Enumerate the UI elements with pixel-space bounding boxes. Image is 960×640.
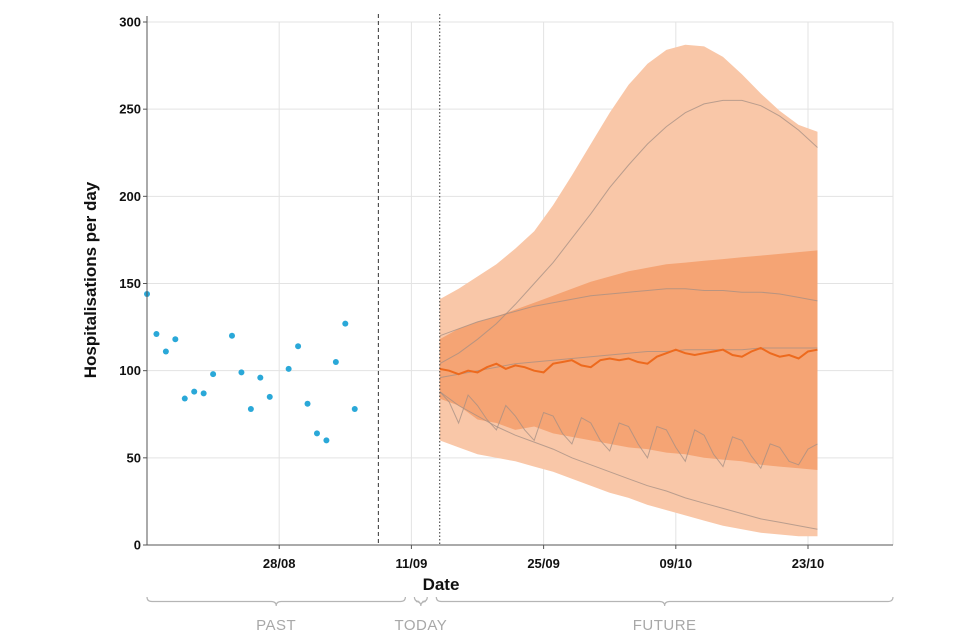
median-forecast-line [439, 346, 818, 376]
observed-point [172, 336, 179, 343]
period-label-past: PAST [256, 617, 296, 634]
forecast-bands [439, 44, 818, 537]
period-label-future: FUTURE [633, 617, 697, 634]
observed-point [342, 320, 349, 327]
observed-point [210, 371, 217, 378]
y-tick-label: 300 [119, 15, 141, 30]
scenario-central-line [439, 347, 818, 379]
observed-point [247, 406, 254, 413]
period-brackets: PAST TODAY FUTURE [146, 596, 894, 634]
observed-point [304, 400, 311, 407]
axes [146, 16, 893, 546]
observed-point [323, 437, 330, 444]
observed-point [200, 390, 207, 397]
y-tick-label: 0 [134, 538, 141, 553]
scenario-high-line [439, 99, 818, 365]
x-axis-title: Date [423, 575, 460, 594]
observed-point [153, 331, 160, 338]
observed-point [295, 343, 302, 350]
x-tick-label: 28/08 [263, 556, 296, 571]
x-tick-label: 23/10 [792, 556, 825, 571]
x-tick-labels: 28/08 11/09 25/09 09/10 23/10 [263, 545, 824, 571]
observed-point [285, 365, 292, 372]
y-tick-label: 50 [127, 450, 141, 465]
scenario-upper-line [439, 288, 818, 337]
observed-point [332, 358, 339, 365]
y-tick-label: 250 [119, 102, 141, 117]
scenario-lower-line [439, 391, 818, 470]
observed-point [257, 374, 264, 381]
inner-confidence-band [439, 250, 818, 470]
observed-point [191, 388, 198, 395]
y-tick-labels: 0 50 100 150 200 250 300 [119, 15, 147, 553]
period-label-today: TODAY [394, 617, 447, 634]
bracket-today [413, 596, 428, 607]
observed-point [351, 406, 358, 413]
y-axis-title: Hospitalisations per day [81, 181, 100, 378]
x-tick-label: 11/09 [395, 556, 427, 571]
x-tick-label: 09/10 [660, 556, 693, 571]
y-tick-label: 100 [119, 363, 141, 378]
y-tick-label: 150 [119, 276, 141, 291]
observed-point [266, 393, 273, 400]
observed-point [181, 395, 188, 402]
observed-point [162, 348, 169, 355]
observed-point [238, 369, 245, 376]
observed-points [144, 290, 358, 444]
x-tick-label: 25/09 [527, 556, 560, 571]
bracket-past [146, 596, 407, 607]
y-tick-label: 200 [119, 189, 141, 204]
observed-point [313, 430, 320, 437]
observed-point [228, 332, 235, 339]
median-line-group [439, 346, 818, 376]
bracket-future [435, 596, 894, 607]
scenario-lines [439, 99, 818, 530]
date-markers [377, 14, 441, 545]
scenario-low-line [439, 391, 818, 530]
